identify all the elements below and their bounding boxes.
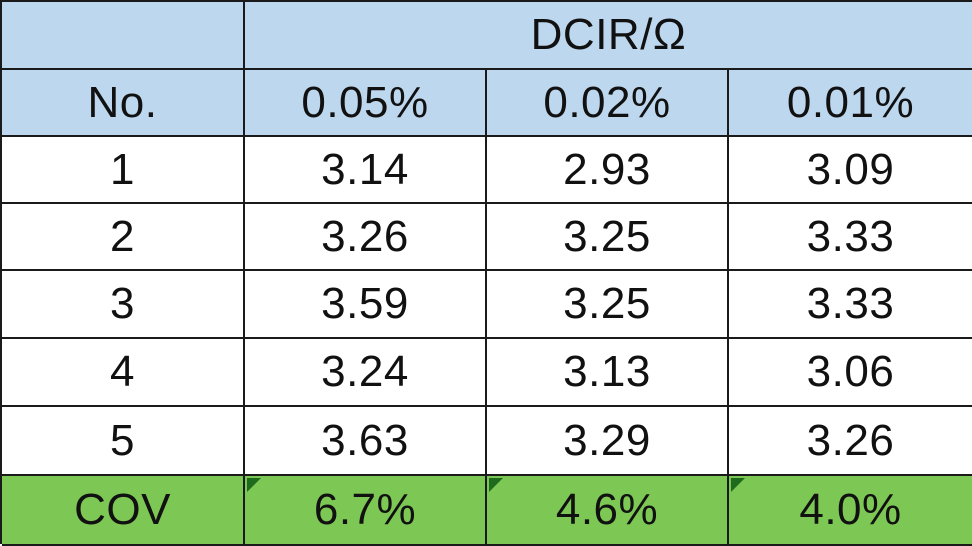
table-cell: 3.33	[729, 204, 972, 271]
corner-cell	[2, 2, 245, 70]
table-cell: 5	[2, 407, 245, 476]
table-cell: 3.26	[245, 204, 487, 271]
column-header-0-01: 0.01%	[729, 70, 972, 137]
summary-cell: 4.6%	[487, 476, 729, 546]
table-cell: 3.14	[245, 137, 487, 204]
column-header-0-02: 0.02%	[487, 70, 729, 137]
summary-cell: 6.7%	[245, 476, 487, 546]
table-cell: 3.59	[245, 271, 487, 339]
table-cell: 2	[2, 204, 245, 271]
table-cell: 3.33	[729, 271, 972, 339]
column-header-0-05: 0.05%	[245, 70, 487, 137]
table-cell: 4	[2, 339, 245, 407]
table-cell: 3.63	[245, 407, 487, 476]
table-cell: 3.25	[487, 271, 729, 339]
table-cell: 3.09	[729, 137, 972, 204]
table-cell: 3	[2, 271, 245, 339]
table-cell: 3.24	[245, 339, 487, 407]
table-cell: 3.13	[487, 339, 729, 407]
summary-label: COV	[2, 476, 245, 546]
group-header: DCIR/Ω	[245, 2, 972, 70]
table-cell: 3.26	[729, 407, 972, 476]
table-cell: 3.29	[487, 407, 729, 476]
table-cell: 3.06	[729, 339, 972, 407]
column-header-no: No.	[2, 70, 245, 137]
summary-cell: 4.0%	[729, 476, 972, 546]
table-cell: 3.25	[487, 204, 729, 271]
table-cell: 1	[2, 137, 245, 204]
table-cell: 2.93	[487, 137, 729, 204]
